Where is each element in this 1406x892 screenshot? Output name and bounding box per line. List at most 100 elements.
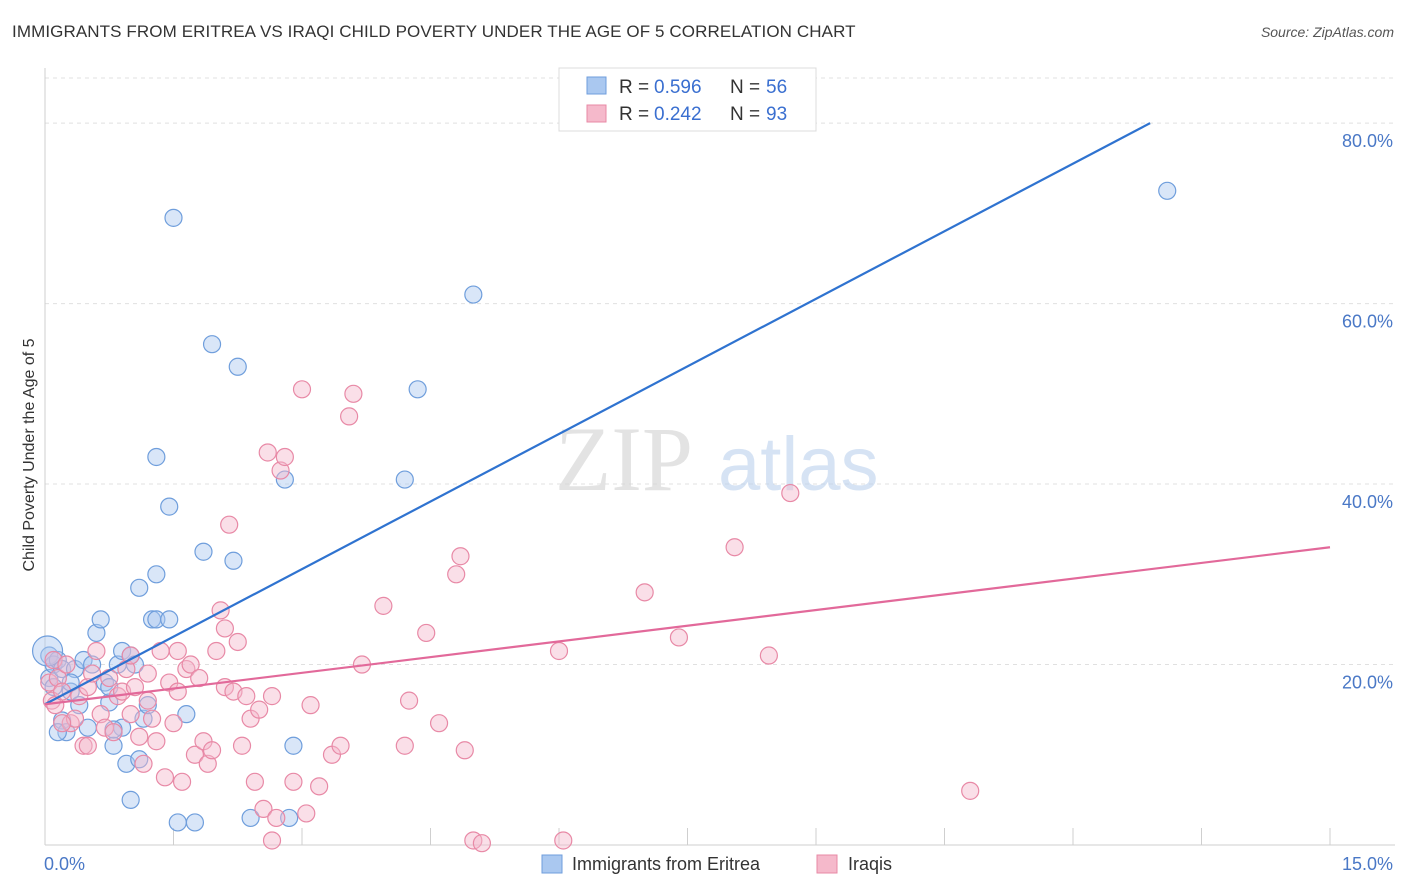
data-point bbox=[211, 601, 230, 620]
legend-r-value-blue: 0.596 bbox=[654, 77, 702, 98]
data-point bbox=[172, 772, 192, 791]
legend-swatch-pink bbox=[586, 104, 607, 123]
data-point bbox=[429, 714, 449, 733]
data-point bbox=[104, 736, 123, 755]
legend: R = 0.596 N = 56 R = 0.242 N = 93 bbox=[558, 67, 817, 132]
trend-line-eritrea bbox=[44, 122, 1151, 706]
data-point bbox=[168, 641, 187, 661]
data-point bbox=[781, 483, 800, 503]
legend-n-value-pink: 93 bbox=[766, 104, 787, 125]
data-point bbox=[155, 768, 175, 787]
x-tick-label: 0.0% bbox=[44, 854, 85, 874]
data-point bbox=[121, 790, 140, 809]
data-point bbox=[635, 583, 654, 602]
data-point bbox=[138, 696, 157, 715]
data-point bbox=[91, 705, 110, 724]
data-point bbox=[164, 208, 183, 227]
data-point bbox=[258, 443, 277, 462]
data-point bbox=[177, 705, 196, 724]
data-point bbox=[1158, 181, 1177, 200]
data-point bbox=[241, 808, 260, 828]
data-point bbox=[262, 687, 282, 706]
data-point bbox=[669, 628, 689, 647]
data-point bbox=[202, 335, 222, 354]
y-tick-label: 60.0% bbox=[1342, 312, 1393, 332]
data-point bbox=[125, 677, 145, 697]
data-point bbox=[181, 655, 200, 674]
data-point bbox=[301, 696, 320, 715]
data-point bbox=[961, 781, 980, 800]
grid-lines bbox=[45, 77, 1395, 666]
data-point bbox=[57, 655, 76, 674]
trend-line-iraqis bbox=[44, 546, 1331, 706]
data-point bbox=[95, 718, 115, 737]
data-point bbox=[455, 741, 474, 760]
data-point bbox=[48, 668, 67, 688]
x-tick-label: 15.0% bbox=[1342, 854, 1393, 874]
data-point bbox=[130, 578, 149, 597]
data-point bbox=[275, 447, 294, 467]
data-point bbox=[245, 772, 264, 791]
data-point bbox=[138, 664, 157, 683]
y-tick-labels: 20.0% 40.0% 60.0% 80.0% bbox=[1342, 131, 1393, 692]
data-point bbox=[417, 623, 436, 643]
legend-n-label-pink: N = bbox=[730, 104, 760, 125]
data-point bbox=[237, 687, 256, 706]
data-point bbox=[87, 623, 106, 643]
legend-n-value-blue: 56 bbox=[766, 77, 787, 98]
data-point bbox=[138, 691, 157, 710]
data-point bbox=[112, 641, 132, 661]
legend-r-label-pink: R = bbox=[619, 104, 649, 125]
data-point bbox=[194, 542, 213, 561]
legend-swatch-blue bbox=[586, 76, 607, 95]
data-point bbox=[185, 813, 205, 832]
bottom-legend: Immigrants from Eritrea Iraqis bbox=[541, 854, 892, 874]
watermark-zip: ZIP bbox=[555, 408, 693, 510]
data-point bbox=[310, 777, 329, 796]
data-point bbox=[198, 754, 217, 773]
bottom-legend-swatch-blue bbox=[541, 854, 563, 874]
data-point bbox=[74, 736, 93, 755]
bottom-legend-label-blue: Immigrants from Eritrea bbox=[572, 854, 761, 874]
trend-lines bbox=[44, 122, 1331, 706]
data-point bbox=[207, 641, 226, 661]
data-point bbox=[472, 834, 491, 853]
data-point bbox=[447, 565, 466, 584]
data-point bbox=[395, 470, 414, 489]
data-point bbox=[151, 641, 170, 661]
data-point bbox=[160, 610, 179, 629]
data-point bbox=[228, 357, 247, 376]
data-point bbox=[40, 673, 59, 692]
data-point bbox=[549, 641, 569, 661]
data-point bbox=[399, 691, 419, 710]
y-tick-label: 40.0% bbox=[1342, 492, 1393, 512]
data-point bbox=[220, 515, 239, 534]
data-point bbox=[262, 831, 282, 850]
legend-n-label-blue: N = bbox=[730, 77, 760, 98]
data-point bbox=[267, 808, 286, 828]
legend-r-label-blue: R = bbox=[619, 77, 649, 98]
axes bbox=[44, 68, 1395, 846]
data-point bbox=[284, 772, 303, 791]
data-point bbox=[280, 808, 299, 828]
data-point bbox=[53, 714, 72, 733]
data-point bbox=[554, 831, 573, 850]
data-point bbox=[147, 732, 166, 751]
legend-r-value-pink: 0.242 bbox=[654, 104, 702, 125]
data-point bbox=[134, 754, 153, 773]
data-point bbox=[100, 668, 119, 688]
y-tick-label: 20.0% bbox=[1342, 673, 1393, 693]
data-point bbox=[228, 632, 247, 652]
data-point bbox=[292, 380, 312, 399]
data-point bbox=[104, 723, 123, 742]
x-tick-labels: 0.0% 15.0% bbox=[44, 854, 1393, 874]
data-point bbox=[408, 380, 427, 399]
data-point bbox=[344, 384, 363, 403]
bottom-legend-swatch-pink bbox=[816, 854, 838, 874]
data-point bbox=[160, 497, 179, 516]
y-tick-label: 80.0% bbox=[1342, 131, 1393, 151]
data-point bbox=[232, 736, 252, 755]
data-point bbox=[78, 736, 97, 755]
data-point bbox=[451, 547, 470, 566]
